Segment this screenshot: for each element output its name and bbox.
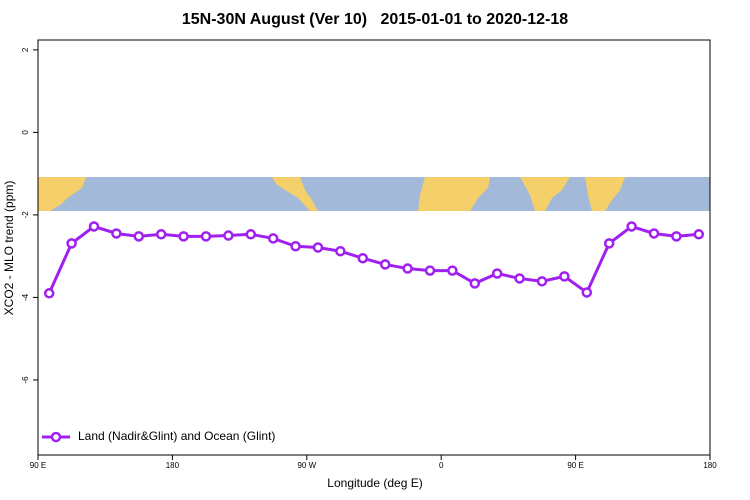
point [111,228,122,239]
point [245,229,257,240]
point [357,252,369,264]
map-strip [38,177,710,211]
y-tick-label: -6 [21,376,30,384]
legend-marker [50,431,62,443]
point [290,241,301,252]
point [200,231,212,242]
chart-title: 15N-30N August (Ver 10) 2015-01-01 to 20… [182,11,568,28]
point [536,276,548,287]
x-tick-label: 180 [166,461,180,470]
point [469,278,481,289]
point [491,268,503,279]
point [335,245,346,257]
point [424,265,436,276]
plot-frame [37,39,711,456]
x-tick-label: 90 W [297,461,316,470]
point [626,221,637,232]
y-tick-label: 0 [21,130,30,135]
x-tick-label: 180 [703,461,717,470]
point [178,231,189,242]
point [648,228,660,239]
point [402,263,413,274]
y-tick-label: -2 [21,211,30,219]
point [267,233,279,244]
point [66,238,77,249]
series-line [47,224,699,295]
point [223,230,234,241]
x-tick-label: 90 E [567,461,583,470]
point [671,231,682,242]
x-tick-label: 90 E [30,461,46,470]
point [312,242,324,253]
y-axis-title: XCO2 - MLO trend (ppm) [2,181,16,316]
point [603,238,615,249]
point [581,287,593,298]
x-tick-label: 0 [439,461,444,470]
legend-label: Land (Nadir&Glint) and Ocean (Glint) [78,429,275,443]
point [514,273,525,284]
x-axis-title: Longitude (deg E) [327,476,422,490]
point [693,229,705,240]
point [379,259,391,270]
y-tick-label: 2 [21,47,30,52]
point [447,265,458,276]
point [43,288,55,299]
point [88,221,100,232]
point [155,229,167,240]
point [559,271,570,282]
y-tick-label: -4 [21,293,30,301]
point [133,231,145,242]
